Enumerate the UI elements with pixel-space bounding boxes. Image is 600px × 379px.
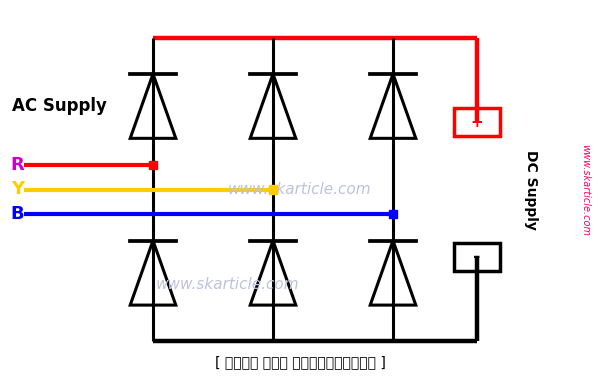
Text: R: R	[10, 156, 24, 174]
Text: Y: Y	[11, 180, 24, 199]
Bar	[389, 210, 397, 218]
Bar	[149, 161, 157, 169]
Text: B: B	[10, 205, 24, 223]
Text: www.skarticle.com: www.skarticle.com	[156, 277, 300, 292]
Text: www.skarticle.com: www.skarticle.com	[580, 144, 590, 235]
Text: [ श्री फेज रेक्टिफायर ]: [ श्री फेज रेक्टिफायर ]	[215, 355, 385, 369]
Text: +: +	[470, 114, 484, 130]
Text: AC Supply: AC Supply	[12, 97, 107, 115]
Text: DC Supply: DC Supply	[524, 150, 538, 229]
Bar	[269, 185, 277, 194]
Text: www.skarticle.com: www.skarticle.com	[228, 182, 372, 197]
Text: -: -	[473, 248, 481, 266]
